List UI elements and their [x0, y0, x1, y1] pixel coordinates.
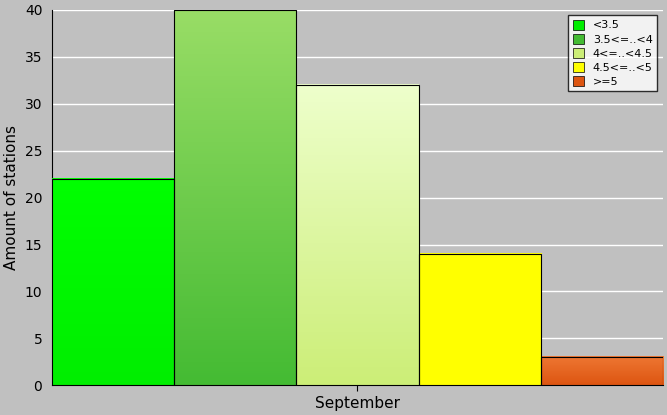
Bar [296, 85, 418, 386]
Bar [52, 179, 174, 386]
Legend: <3.5, 3.5<=..<4, 4<=..<4.5, 4.5<=..<5, >=5: <3.5, 3.5<=..<4, 4<=..<4.5, 4.5<=..<5, >… [568, 15, 657, 91]
Bar [174, 10, 296, 386]
Y-axis label: Amount of stations: Amount of stations [4, 125, 19, 270]
Bar [418, 254, 541, 386]
Bar [541, 357, 663, 386]
